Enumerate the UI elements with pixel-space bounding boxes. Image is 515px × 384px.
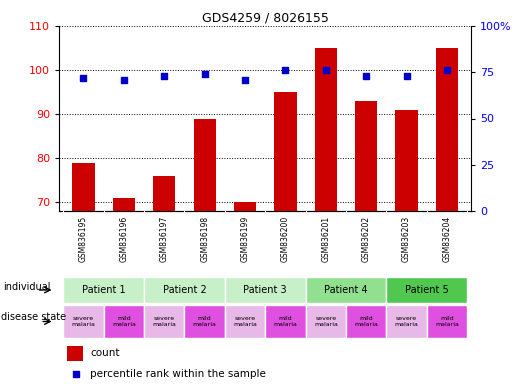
Text: count: count	[90, 348, 119, 358]
Text: Patient 2: Patient 2	[163, 285, 207, 295]
Bar	[265, 305, 305, 338]
Point	[322, 67, 330, 73]
Text: GSM836196: GSM836196	[119, 216, 128, 262]
Point	[119, 76, 128, 83]
Point	[79, 75, 88, 81]
Text: GSM836198: GSM836198	[200, 216, 209, 262]
Bar	[436, 48, 458, 211]
Bar	[386, 276, 467, 303]
Bar	[63, 305, 104, 338]
Bar	[72, 162, 95, 211]
Bar	[184, 305, 225, 338]
Text: mild
malaria: mild malaria	[354, 316, 378, 327]
Bar	[386, 305, 427, 338]
Text: mild
malaria: mild malaria	[435, 316, 459, 327]
Bar	[315, 48, 337, 211]
Text: severe
malaria: severe malaria	[152, 316, 176, 327]
Text: Patient 4: Patient 4	[324, 285, 368, 295]
Text: severe
malaria: severe malaria	[72, 316, 95, 327]
Text: mild
malaria: mild malaria	[273, 316, 297, 327]
Point	[362, 73, 370, 79]
Bar	[346, 305, 386, 338]
Bar	[274, 92, 297, 211]
Text: severe
malaria: severe malaria	[314, 316, 338, 327]
Text: GSM836199: GSM836199	[241, 216, 250, 262]
Point	[403, 73, 411, 79]
Point	[200, 71, 209, 77]
Title: GDS4259 / 8026155: GDS4259 / 8026155	[202, 12, 329, 25]
Text: mild
malaria: mild malaria	[112, 316, 136, 327]
Text: Patient 3: Patient 3	[244, 285, 287, 295]
Bar	[144, 276, 225, 303]
Bar	[305, 276, 386, 303]
Text: disease state: disease state	[1, 312, 66, 322]
Point	[160, 73, 168, 79]
Bar	[113, 198, 135, 211]
Text: Patient 5: Patient 5	[405, 285, 449, 295]
Bar	[225, 305, 265, 338]
Text: percentile rank within the sample: percentile rank within the sample	[90, 369, 266, 379]
Bar	[104, 305, 144, 338]
Text: GSM836195: GSM836195	[79, 216, 88, 262]
Bar	[144, 305, 184, 338]
Text: GSM836200: GSM836200	[281, 216, 290, 262]
Bar	[305, 305, 346, 338]
Text: Patient 1: Patient 1	[82, 285, 126, 295]
Bar	[63, 276, 144, 303]
Bar	[234, 202, 256, 211]
Bar	[427, 305, 467, 338]
Bar	[67, 346, 83, 361]
Bar	[396, 110, 418, 211]
Text: GSM836203: GSM836203	[402, 216, 411, 262]
Bar	[225, 276, 305, 303]
Text: GSM836197: GSM836197	[160, 216, 169, 262]
Text: GSM836201: GSM836201	[321, 216, 330, 262]
Bar	[194, 119, 216, 211]
Text: severe
malaria: severe malaria	[233, 316, 257, 327]
Point	[281, 67, 289, 73]
Point	[241, 76, 249, 83]
Text: individual: individual	[3, 281, 50, 291]
Text: GSM836202: GSM836202	[362, 216, 371, 262]
Text: severe
malaria: severe malaria	[394, 316, 419, 327]
Text: GSM836204: GSM836204	[442, 216, 452, 262]
Text: mild
malaria: mild malaria	[193, 316, 217, 327]
Bar	[355, 101, 377, 211]
Point	[72, 371, 80, 377]
Point	[443, 67, 451, 73]
Bar	[153, 176, 175, 211]
